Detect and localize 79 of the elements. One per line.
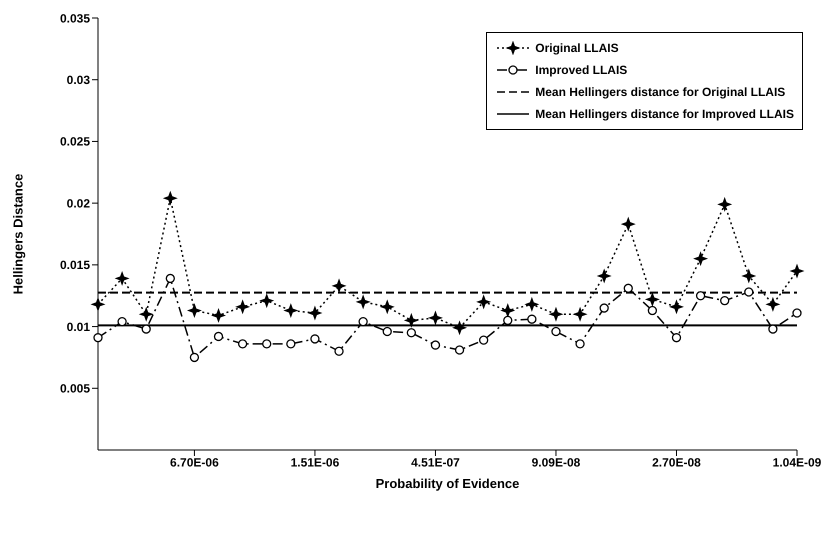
- point: [284, 304, 298, 318]
- point: [720, 296, 730, 306]
- point: [696, 291, 706, 300]
- point: [694, 252, 708, 266]
- point: [308, 306, 322, 320]
- x-tick-label: 6.70E-06: [170, 456, 220, 470]
- point: [574, 308, 587, 321]
- point: [92, 298, 104, 311]
- point: [406, 328, 416, 338]
- point: [428, 311, 442, 324]
- point: [380, 300, 394, 314]
- point: [93, 333, 103, 342]
- x-axis-title: Probability of Evidence: [376, 476, 520, 491]
- point: [190, 352, 200, 362]
- point: [672, 333, 682, 342]
- point: [334, 346, 344, 356]
- point: [622, 218, 635, 231]
- legend-label: Mean Hellingers distance for Improved LLAIS: [535, 107, 794, 121]
- point: [214, 332, 224, 342]
- point: [549, 308, 562, 321]
- point: [166, 274, 175, 284]
- point: [646, 292, 659, 306]
- point: [310, 334, 320, 344]
- point: [598, 269, 611, 282]
- point: [382, 326, 392, 336]
- point: [142, 324, 151, 334]
- point: [332, 279, 346, 292]
- y-axis-title: Hellingers Distance: [10, 174, 26, 294]
- point: [358, 316, 368, 326]
- point: [212, 308, 226, 322]
- y-tick-label: 0.02: [66, 196, 90, 210]
- x-tick-label: 9.09E-08: [532, 456, 581, 470]
- point: [744, 287, 754, 297]
- point: [768, 324, 778, 334]
- point: [116, 272, 129, 285]
- point: [575, 339, 585, 348]
- legend-label: Original LLAIS: [535, 41, 619, 55]
- x-tick-label: 4.51E-07: [411, 456, 460, 470]
- point: [742, 269, 756, 282]
- point: [164, 192, 177, 205]
- x-tick-label: 1.04E-09: [772, 456, 822, 470]
- x-tick-label: 1.51E-06: [290, 456, 340, 470]
- point: [624, 284, 633, 293]
- point: [430, 340, 440, 350]
- point: [453, 321, 466, 334]
- point: [648, 306, 658, 316]
- y-tick-label: 0.015: [60, 258, 90, 272]
- legend-label: Improved LLAIS: [535, 63, 628, 77]
- point: [140, 308, 153, 321]
- point: [525, 298, 538, 311]
- point: [792, 308, 802, 318]
- point: [718, 198, 732, 211]
- point: [477, 295, 490, 308]
- point: [236, 300, 250, 314]
- y-tick-label: 0.005: [60, 382, 90, 396]
- legend-label: Mean Hellingers distance for Original LLAIS: [535, 85, 786, 99]
- point: [356, 295, 370, 308]
- point: [262, 339, 272, 348]
- point: [260, 294, 274, 308]
- point: [404, 314, 418, 327]
- point: [238, 339, 248, 348]
- point: [527, 314, 537, 324]
- point: [479, 336, 488, 345]
- point: [670, 300, 683, 314]
- point: [551, 326, 561, 336]
- y-tick-label: 0.025: [60, 134, 90, 149]
- point: [501, 304, 514, 318]
- point: [790, 264, 804, 278]
- y-tick-label: 0.03: [66, 72, 90, 87]
- point: [454, 345, 464, 355]
- x-tick-label: 2.70E-08: [652, 456, 702, 470]
- point: [286, 339, 296, 348]
- point: [766, 298, 780, 311]
- point: [503, 316, 512, 326]
- y-tick-label: 0.035: [60, 11, 90, 26]
- point: [600, 303, 609, 313]
- point: [188, 304, 201, 318]
- point: [117, 316, 127, 326]
- y-tick-label: 0.01: [66, 320, 90, 334]
